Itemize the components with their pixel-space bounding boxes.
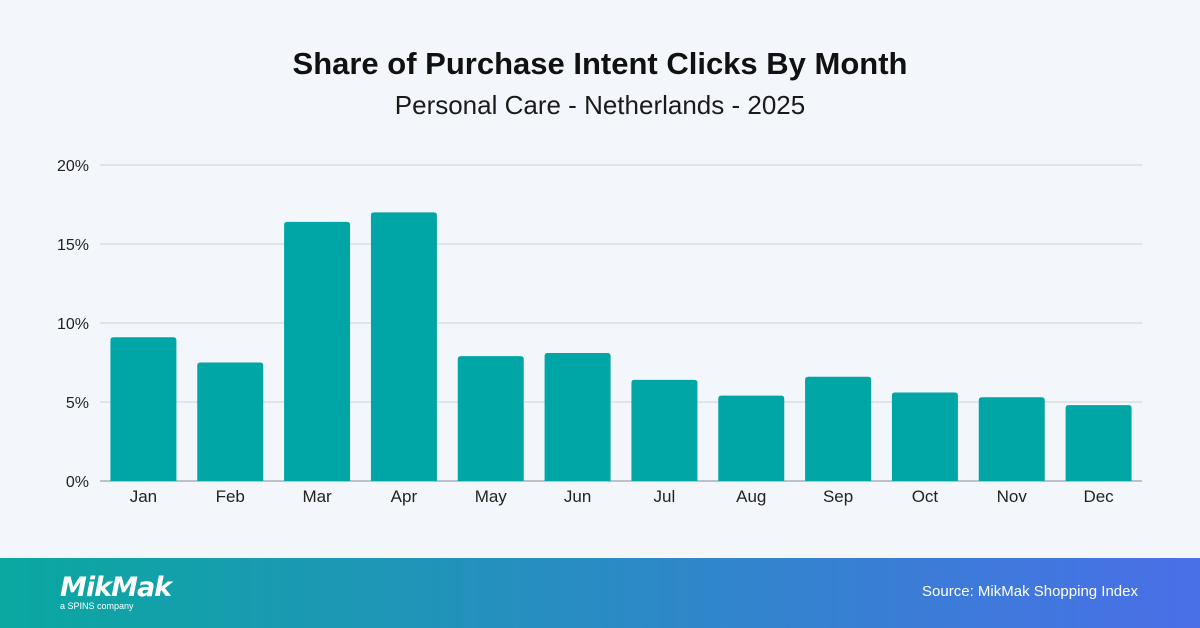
- y-tick-label: 15%: [57, 237, 89, 254]
- x-tick-label: Aug: [736, 487, 766, 506]
- y-tick-label: 20%: [57, 158, 89, 175]
- bar-mar: [284, 221, 351, 481]
- bar-sep: [805, 376, 872, 481]
- bar-jan: [110, 337, 177, 481]
- bar-feb: [197, 362, 264, 481]
- x-tick-label: Mar: [302, 487, 332, 506]
- x-tick-label: Nov: [997, 487, 1028, 506]
- bar-jul: [631, 379, 698, 481]
- bar-may: [457, 356, 524, 481]
- x-tick-label: Sep: [823, 487, 853, 506]
- gridlines: [100, 164, 1142, 482]
- bar-nov: [978, 397, 1045, 481]
- chart-subtitle: Personal Care - Netherlands - 2025: [394, 90, 806, 120]
- x-axis-ticks: Jan Feb Mar Apr May Jun Jul Aug Sep Oct Nov Dec: [130, 487, 1114, 506]
- x-tick-label: Jan: [130, 487, 157, 506]
- y-axis-ticks: 0% 5% 10% 15% 20%: [57, 158, 89, 491]
- bar-oct: [891, 392, 958, 481]
- x-tick-label: Jul: [654, 487, 676, 506]
- logo-wordmark: MikMak: [60, 572, 172, 603]
- x-tick-label: Oct: [912, 487, 939, 506]
- logo-tagline: a SPINS company: [60, 601, 134, 611]
- bar-dec: [1065, 405, 1132, 481]
- bar-aug: [718, 395, 785, 481]
- x-tick-label: Apr: [391, 487, 418, 506]
- source-note: Source: MikMak Shopping Index: [922, 583, 1138, 600]
- bar-apr: [370, 212, 437, 481]
- x-tick-label: Jun: [564, 487, 591, 506]
- bar-chart: 0% 5% 10% 15% 20% Jan Feb Mar Apr May Jun Jul Aug Se…: [57, 158, 1142, 506]
- bars: [110, 212, 1132, 481]
- footer-band: MikMak a SPINS company Source: MikMak Sh…: [0, 558, 1200, 628]
- y-tick-label: 0%: [66, 474, 89, 491]
- x-tick-label: May: [475, 487, 508, 506]
- x-tick-label: Dec: [1083, 487, 1114, 506]
- chart-title: Share of Purchase Intent Clicks By Month: [292, 46, 908, 81]
- y-tick-label: 5%: [66, 395, 89, 412]
- y-tick-label: 10%: [57, 316, 89, 333]
- x-tick-label: Feb: [216, 487, 245, 506]
- mikmak-logo: MikMak a SPINS company: [60, 572, 172, 612]
- bar-jun: [544, 353, 611, 481]
